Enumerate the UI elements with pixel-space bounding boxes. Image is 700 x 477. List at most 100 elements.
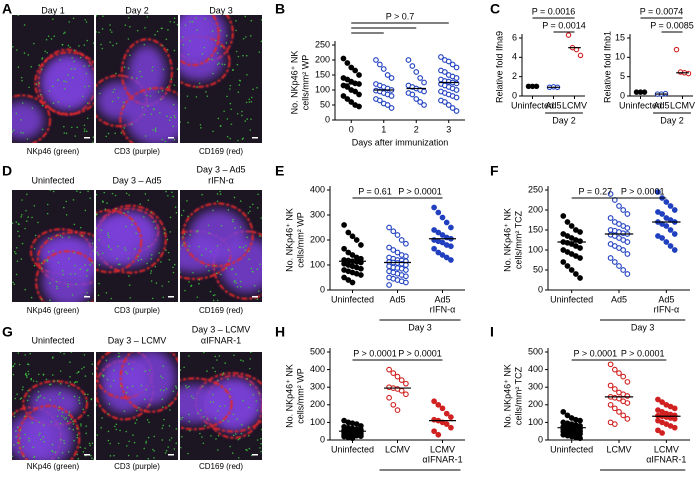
nk-cell [109, 24, 111, 26]
nk-cell [108, 236, 110, 238]
data-point [341, 245, 347, 252]
x-tick-label: LCMV [385, 444, 410, 454]
nk-cell [256, 409, 259, 412]
nk-cell [62, 273, 65, 276]
image-caption: NKp46 (green) [27, 147, 80, 156]
nk-cell [236, 418, 238, 421]
nk-cell [180, 247, 181, 250]
data-point [667, 243, 674, 249]
nk-cell [32, 446, 35, 448]
nk-cell [149, 404, 151, 406]
nk-cell [69, 361, 71, 364]
nk-cell [166, 115, 168, 117]
nk-cell [72, 423, 75, 425]
nk-cell [229, 137, 232, 140]
nk-cell [260, 450, 262, 453]
panel-letter: B [275, 1, 285, 17]
nk-cell [34, 234, 37, 237]
nk-cell [39, 432, 41, 434]
nk-cell [58, 409, 60, 411]
nk-cell [169, 20, 172, 23]
nk-cell [74, 264, 76, 267]
nk-cell [259, 447, 261, 449]
nk-cell [76, 126, 78, 129]
nk-cell [26, 138, 29, 140]
nk-cell [125, 391, 128, 394]
data-point [655, 189, 661, 195]
y-axis-label: Relative fold Ifna9 [494, 31, 504, 103]
data-point [568, 223, 575, 229]
nk-cell [175, 428, 178, 430]
data-point [659, 430, 665, 436]
marginal-zone [35, 250, 94, 302]
nk-cell [115, 423, 118, 426]
marginal-zone [17, 404, 81, 460]
nk-cell [163, 418, 165, 421]
panel-letter: E [275, 163, 284, 179]
data-point [663, 223, 670, 229]
nk-cell [41, 128, 44, 131]
nk-cell [221, 373, 224, 376]
nk-cell [63, 80, 65, 82]
nk-cell [220, 273, 222, 276]
nk-cell [217, 379, 219, 382]
nk-cell [83, 130, 86, 132]
data-point [356, 72, 362, 78]
nk-cell [71, 294, 74, 296]
data-point [431, 245, 437, 252]
data-point [390, 370, 397, 376]
nk-cell [127, 67, 130, 70]
y-tick-label: 100 [315, 84, 330, 94]
nk-cell [124, 249, 127, 251]
nk-cell [105, 359, 108, 362]
nk-cell [96, 31, 97, 33]
data-point [409, 91, 416, 98]
nk-cell [156, 30, 159, 33]
data-point [388, 105, 395, 111]
nk-cell [80, 425, 82, 427]
nk-cell [224, 362, 227, 364]
data-point [667, 203, 674, 209]
nk-cell [69, 376, 71, 378]
data-point [445, 58, 452, 65]
nk-cell [21, 79, 23, 82]
nk-cell [33, 456, 35, 459]
nk-cell [13, 415, 16, 418]
data-point [671, 231, 678, 237]
marginal-zone [180, 377, 233, 431]
nk-cell [91, 457, 93, 459]
x-tick-label: Ad5 [653, 100, 669, 110]
nk-cell [250, 19, 253, 22]
scale-bar [168, 454, 174, 456]
nk-cell [132, 434, 134, 436]
nk-cell [212, 299, 215, 302]
y-tick-label: 200 [528, 399, 543, 409]
nk-cell [131, 368, 134, 370]
data-point [386, 394, 392, 401]
nk-cell [59, 370, 62, 372]
data-point [443, 254, 450, 261]
image-caption: CD3 (purple) [114, 306, 160, 315]
nk-cell [110, 248, 112, 251]
image-caption: CD169 (red) [199, 306, 243, 315]
nk-cell [84, 18, 87, 21]
nk-cell [128, 284, 131, 286]
y-axis-label: cells/mm² WP [295, 212, 305, 268]
nk-cell [196, 296, 199, 298]
nk-cell [250, 352, 252, 354]
nk-cell [63, 352, 65, 355]
nk-cell [102, 375, 105, 378]
marginal-zone [34, 51, 94, 116]
nk-cell [76, 453, 79, 456]
nk-cell [210, 435, 212, 437]
nk-cell [47, 237, 50, 240]
nk-cell [24, 433, 26, 436]
nk-cell [191, 20, 194, 23]
nk-cell [116, 257, 118, 260]
nk-cell [173, 139, 176, 141]
data-point [344, 60, 351, 66]
nk-cell [46, 203, 49, 206]
data-point [340, 93, 347, 99]
data-point [394, 407, 401, 413]
nk-cell [195, 96, 198, 98]
